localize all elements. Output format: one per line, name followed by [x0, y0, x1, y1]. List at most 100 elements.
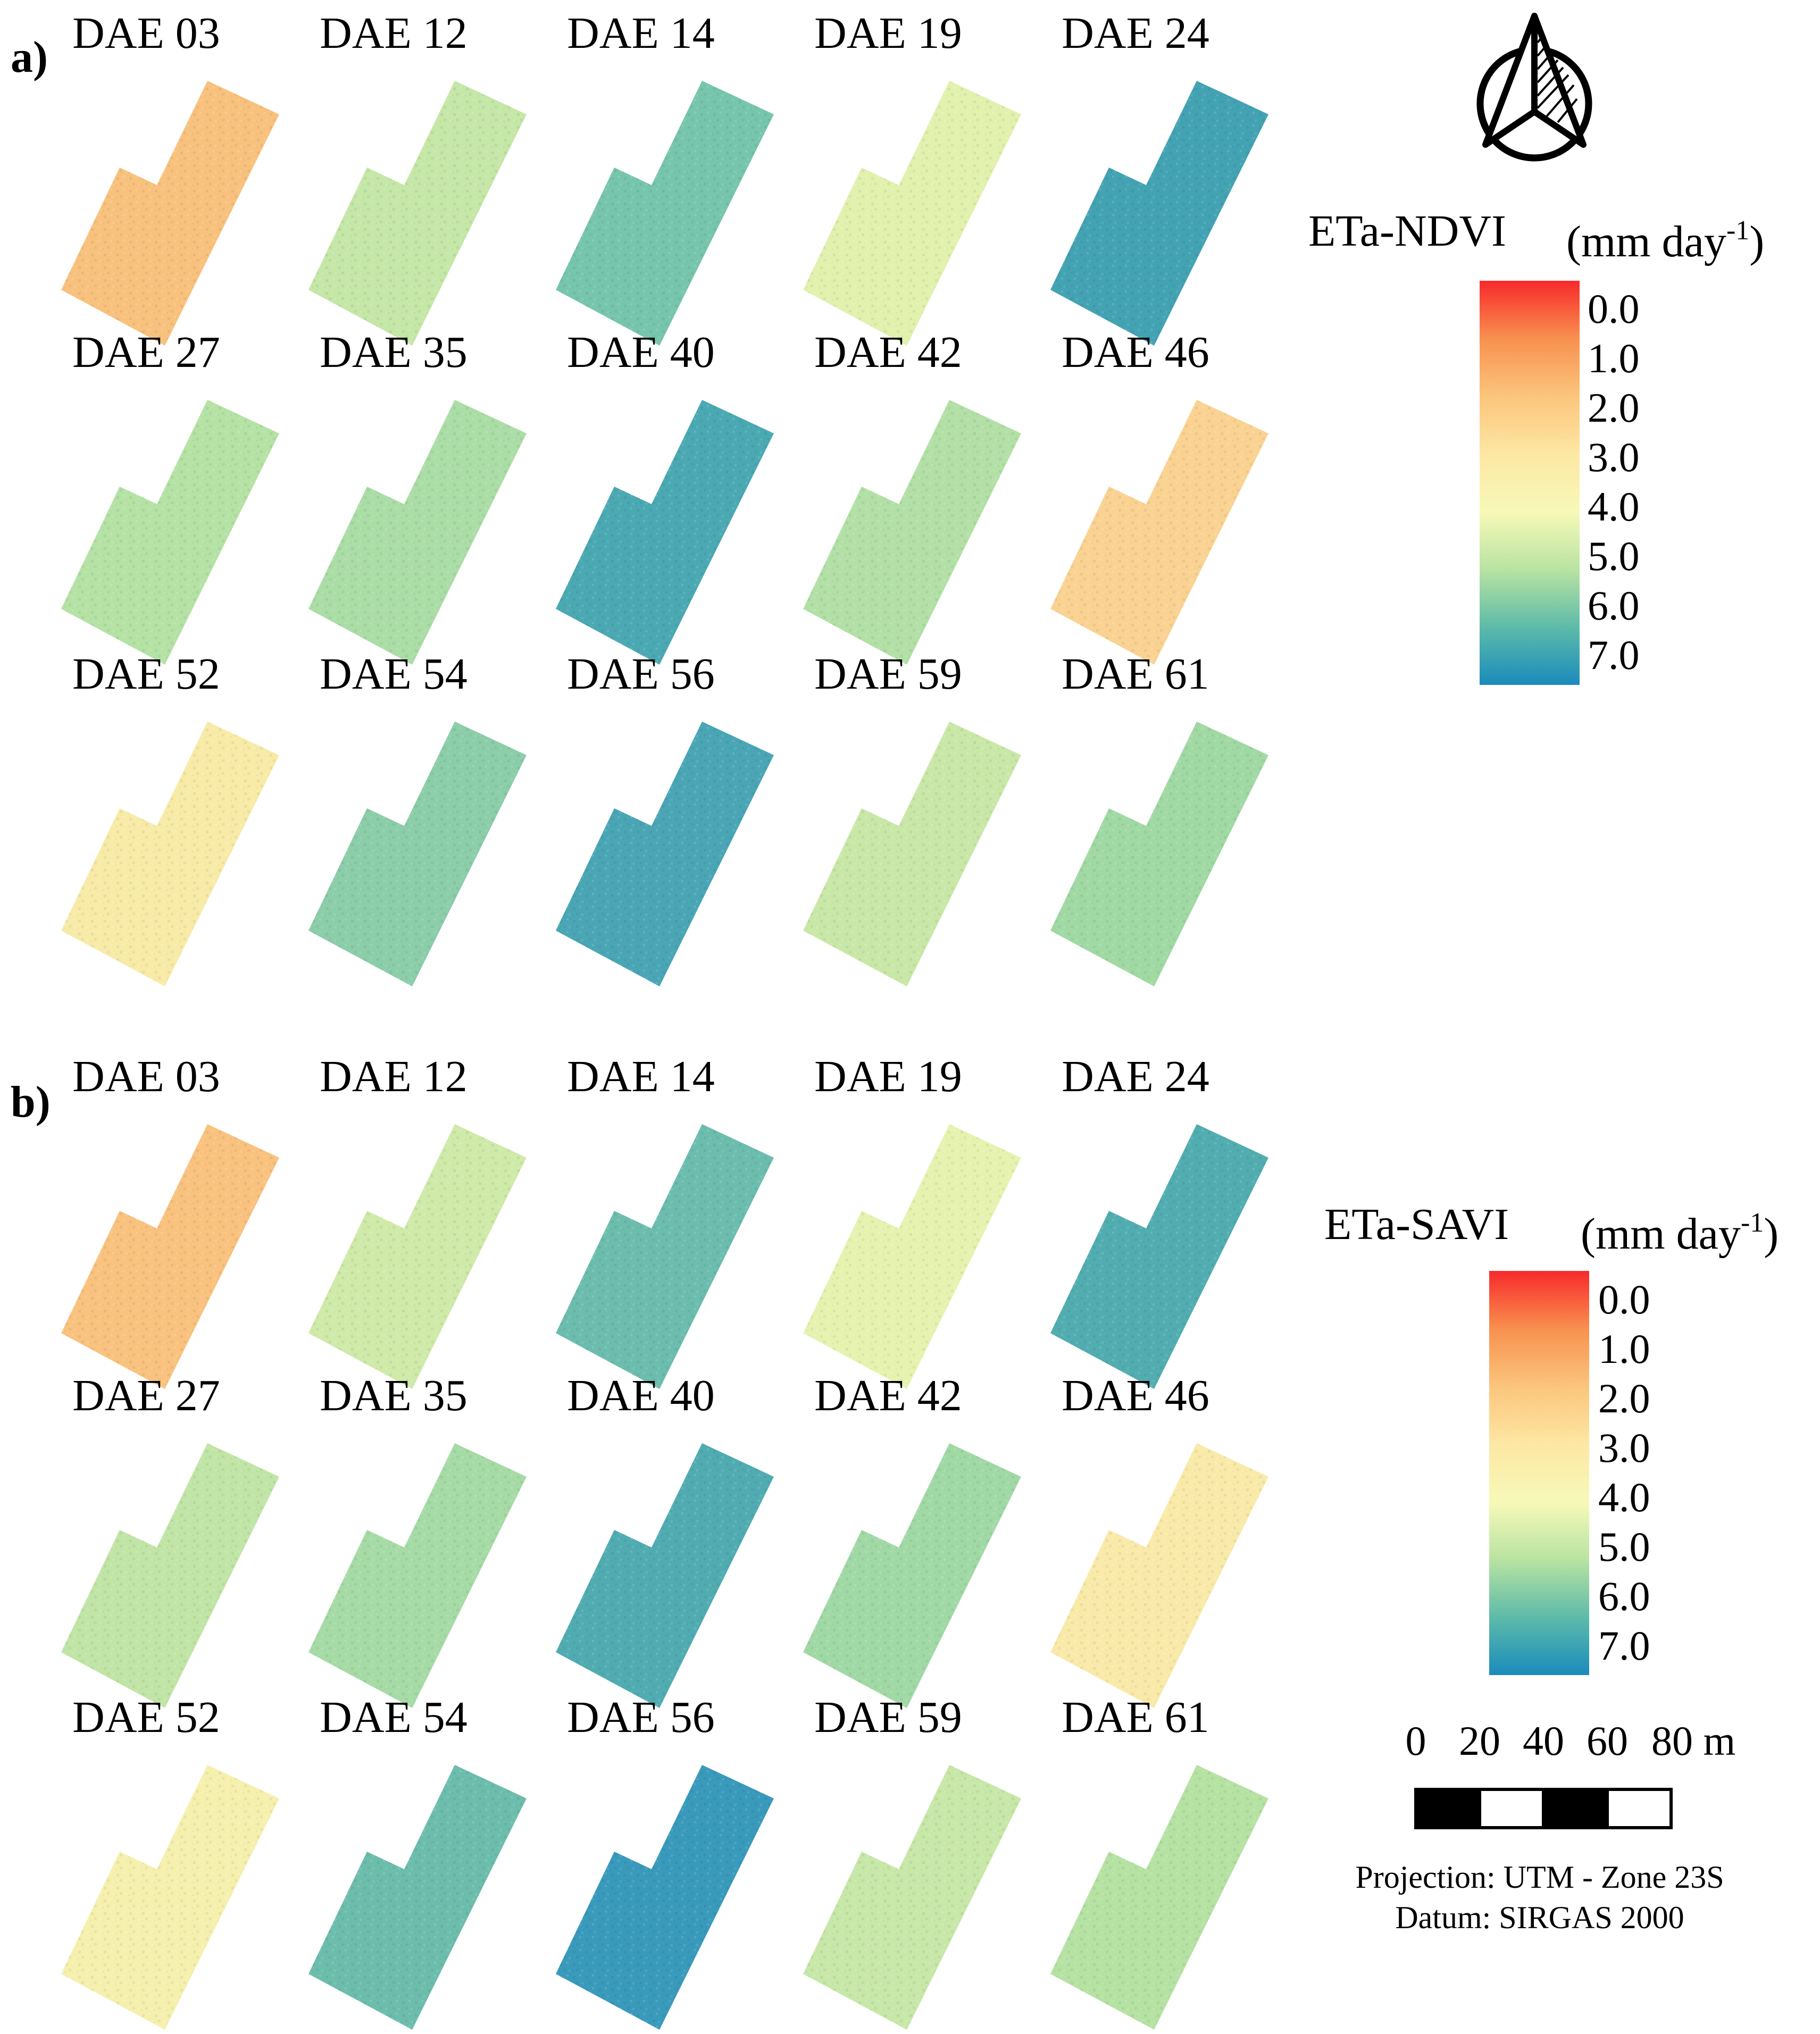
map-date-label: DAE 42	[814, 328, 962, 377]
colorbar-tick-label: 5.0	[1598, 1524, 1650, 1570]
colorbar-tick-label: 2.0	[1588, 384, 1640, 431]
map-date-label: DAE 54	[320, 649, 467, 699]
field-texture	[61, 400, 279, 665]
field-texture	[61, 1443, 279, 1708]
scale-bar-label: 40	[1523, 1718, 1564, 1764]
field-texture	[61, 81, 279, 346]
field-texture	[308, 400, 527, 665]
map-date-label: DAE 40	[567, 328, 715, 377]
field-texture	[803, 400, 1021, 665]
colorbar-tick-label: 3.0	[1598, 1425, 1650, 1471]
unit-suffix: )	[1749, 217, 1764, 266]
map-date-label: DAE 46	[1062, 328, 1209, 377]
colorbar-tick-label: 3.0	[1588, 434, 1640, 480]
unit-exponent: -1	[1726, 215, 1749, 246]
unit-suffix: )	[1764, 1209, 1779, 1259]
colorbar-tick-label: 1.0	[1588, 335, 1640, 381]
field-texture	[1050, 400, 1268, 665]
field-map: DAE 35	[308, 328, 527, 665]
field-map: DAE 19	[803, 9, 1021, 346]
colorbar-tick-label: 4.0	[1588, 483, 1640, 530]
field-texture	[556, 1443, 774, 1708]
field-map: DAE 24	[1050, 1052, 1268, 1389]
field-texture	[556, 1124, 774, 1389]
field-texture	[308, 1765, 527, 2030]
map-date-label: DAE 35	[320, 1371, 467, 1420]
colorbar-tick-label: 0.0	[1598, 1276, 1650, 1322]
scale-bar-label: 20	[1459, 1718, 1500, 1764]
field-texture	[1050, 1124, 1268, 1389]
field-map: DAE 59	[803, 649, 1021, 986]
colorbar-tick-label: 6.0	[1598, 1573, 1650, 1619]
index-label: ETa-SAVI	[1324, 1200, 1509, 1249]
field-map: DAE 03	[61, 1052, 279, 1389]
field-map: DAE 59	[803, 1693, 1021, 2030]
field-texture	[1050, 1765, 1268, 2030]
field-map: DAE 40	[556, 328, 774, 665]
map-date-label: DAE 19	[814, 9, 962, 58]
field-map: DAE 24	[1050, 9, 1268, 346]
field-map: DAE 19	[803, 1052, 1021, 1389]
field-texture	[308, 1124, 527, 1389]
field-map: DAE 14	[556, 9, 774, 346]
unit-exponent: -1	[1741, 1208, 1764, 1238]
field-texture	[556, 81, 774, 346]
field-texture	[803, 1124, 1021, 1389]
map-date-label: DAE 59	[814, 1693, 962, 1742]
scale-bar-label: 80 m	[1651, 1718, 1735, 1764]
scale-bar-segment	[1478, 1788, 1545, 1829]
scale-bar-segment	[1606, 1788, 1673, 1829]
map-date-label: DAE 56	[567, 1693, 715, 1742]
legend-b: ETa-SAVI (mm day-1) 0.0 1.0 2.0 3.0 4.0 …	[1324, 1200, 1779, 1675]
colorbar-tick-label: 2.0	[1598, 1375, 1650, 1421]
map-date-label: DAE 12	[320, 1052, 467, 1101]
panel-letter: b)	[11, 1077, 51, 1127]
colorbar-tick-label: 0.0	[1588, 286, 1640, 332]
datum-text: Datum: SIRGAS 2000	[1395, 1900, 1684, 1935]
field-map: DAE 35	[308, 1371, 527, 1708]
colorbar-ticks: 0.0 1.0 2.0 3.0 4.0 5.0 6.0 7.0	[1598, 1276, 1650, 1669]
map-date-label: DAE 52	[72, 649, 220, 699]
map-date-label: DAE 27	[72, 1371, 220, 1420]
field-map: DAE 46	[1050, 1371, 1268, 1708]
field-map: DAE 54	[308, 649, 527, 986]
unit-label: (mm day-1)	[1581, 1208, 1779, 1259]
north-arrow-icon	[1476, 13, 1592, 162]
map-grid: DAE 03 DAE 12 DAE 14 DAE 19 DAE 24 DAE 27 DAE …	[61, 9, 1268, 986]
field-map: DAE 61	[1050, 649, 1268, 986]
field-map: DAE 56	[556, 649, 774, 986]
scale-bar-segment	[1542, 1788, 1609, 1829]
colorbar-tick-label: 4.0	[1598, 1474, 1650, 1520]
field-texture	[1050, 722, 1268, 986]
map-grid: DAE 03 DAE 12 DAE 14 DAE 19 DAE 24 DAE 27 DAE …	[61, 1052, 1268, 2030]
map-date-label: DAE 59	[814, 649, 962, 699]
scale-bar-segment	[1414, 1788, 1481, 1829]
colorbar-tick-label: 6.0	[1588, 582, 1640, 629]
field-map: DAE 42	[803, 1371, 1021, 1708]
field-map: DAE 12	[308, 9, 527, 346]
field-texture	[1050, 1443, 1268, 1708]
map-date-label: DAE 46	[1062, 1371, 1209, 1420]
map-date-label: DAE 54	[320, 1693, 467, 1742]
field-texture	[61, 1765, 279, 2030]
scale-bar: 0 20 40 60 80 m	[1406, 1718, 1735, 1829]
field-map: DAE 54	[308, 1693, 527, 2030]
colorbar-tick-label: 1.0	[1598, 1326, 1650, 1372]
colorbar-tick-label: 7.0	[1598, 1622, 1650, 1669]
field-texture	[308, 81, 527, 346]
field-texture	[61, 1124, 279, 1389]
field-map: DAE 27	[61, 328, 279, 665]
map-date-label: DAE 19	[814, 1052, 962, 1101]
map-date-label: DAE 56	[567, 649, 715, 699]
field-texture	[308, 722, 527, 986]
scale-bar-label: 0	[1406, 1718, 1426, 1764]
map-date-label: DAE 35	[320, 328, 467, 377]
field-texture	[803, 81, 1021, 346]
field-map: DAE 12	[308, 1052, 527, 1389]
field-map: DAE 46	[1050, 328, 1268, 665]
field-map: DAE 40	[556, 1371, 774, 1708]
colorbar	[1480, 281, 1580, 685]
map-date-label: DAE 24	[1062, 9, 1209, 58]
field-texture	[1050, 81, 1268, 346]
